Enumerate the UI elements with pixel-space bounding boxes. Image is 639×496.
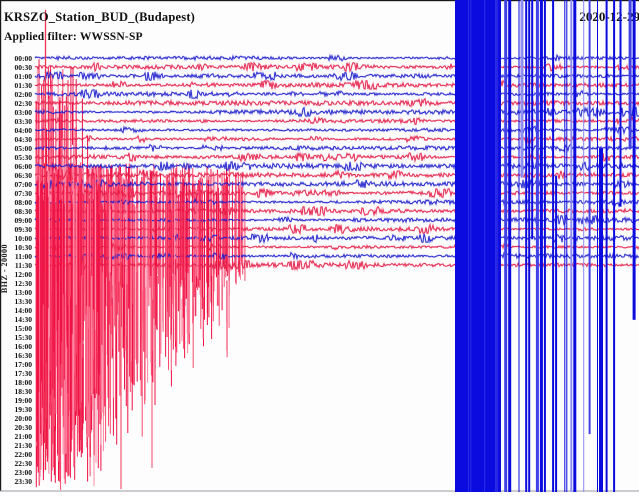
time-label: 23:00 — [14, 467, 33, 477]
time-label: 02:00 — [14, 89, 33, 99]
time-label: 08:00 — [14, 197, 33, 207]
time-label: 09:30 — [14, 224, 33, 234]
time-label: 22:00 — [14, 449, 33, 459]
time-label: 21:30 — [14, 440, 33, 450]
time-label: 12:30 — [14, 278, 33, 288]
time-label: 13:00 — [14, 287, 33, 297]
time-label: 19:00 — [14, 395, 33, 405]
time-label: 11:30 — [14, 260, 32, 270]
time-label: 08:30 — [14, 206, 33, 216]
time-label: 14:00 — [14, 305, 33, 315]
time-label: 20:00 — [14, 413, 33, 423]
time-label: 20:30 — [14, 422, 33, 432]
time-label: 18:30 — [14, 386, 33, 396]
time-label: 14:30 — [14, 314, 33, 324]
time-label: 02:30 — [14, 98, 33, 108]
time-label: 22:30 — [14, 458, 33, 468]
applied-filter-label: Applied filter: WWSSN-SP — [4, 31, 143, 43]
time-label: 17:30 — [14, 368, 33, 378]
time-label: 00:00 — [14, 53, 33, 63]
time-label: 15:00 — [14, 323, 33, 333]
time-label: 18:00 — [14, 377, 33, 387]
time-label: 21:00 — [14, 431, 33, 441]
time-label: 07:30 — [14, 188, 33, 198]
time-label: 05:00 — [14, 143, 33, 153]
time-label: 07:00 — [14, 179, 33, 189]
time-label: 17:00 — [14, 359, 33, 369]
time-label: 11:00 — [14, 251, 32, 261]
time-label: 04:00 — [14, 125, 33, 135]
time-label: 01:00 — [14, 71, 33, 81]
date-label: 2020-12-29 — [579, 9, 639, 24]
time-label: 10:30 — [14, 242, 33, 252]
time-label: 04:30 — [14, 134, 33, 144]
time-label: 03:00 — [14, 107, 33, 117]
time-label: 03:30 — [14, 116, 33, 126]
time-label: 06:30 — [14, 170, 33, 180]
time-label: 16:30 — [14, 350, 33, 360]
time-label: 05:30 — [14, 152, 33, 162]
time-label: 12:00 — [14, 269, 33, 279]
time-label: 01:30 — [14, 80, 33, 90]
time-label: 16:00 — [14, 341, 33, 351]
time-label: 06:00 — [14, 161, 33, 171]
time-label: 00:30 — [14, 62, 33, 72]
time-label: 10:00 — [14, 233, 33, 243]
station-title: KRSZO_Station_BUD_(Budapest) — [4, 10, 196, 24]
time-label: 19:30 — [14, 404, 33, 414]
time-label: 23:30 — [14, 476, 33, 486]
time-label: 13:30 — [14, 296, 33, 306]
time-label: 15:30 — [14, 332, 33, 342]
time-label: 09:00 — [14, 215, 33, 225]
